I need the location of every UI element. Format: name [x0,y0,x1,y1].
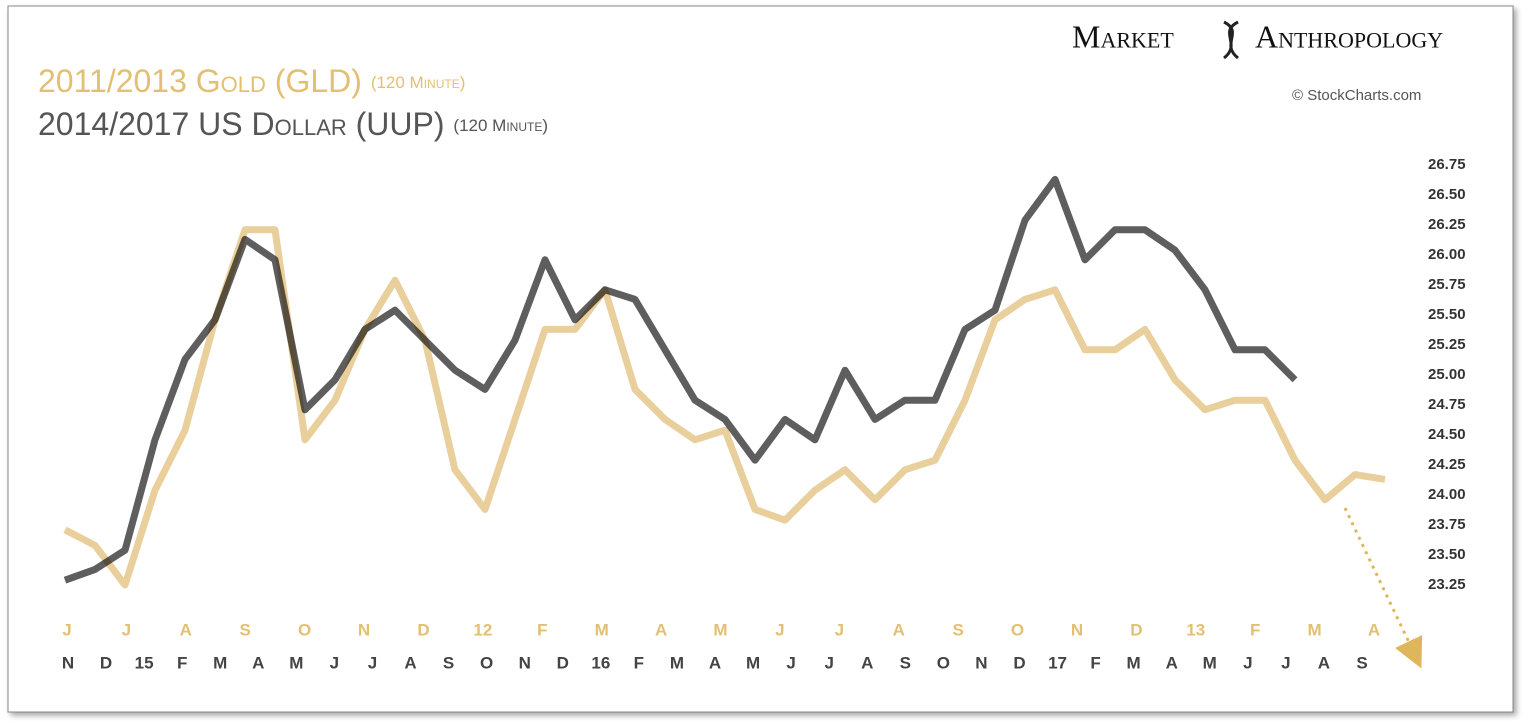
x-tick-label: A [1166,653,1178,672]
x-tick-label: 12 [473,620,492,639]
x-tick-label: M [1127,653,1141,672]
x-tick-label: F [177,653,187,672]
x-tick-label: A [893,620,905,639]
x-tick-label: N [975,653,987,672]
y-tick-label: 25.50 [1428,306,1466,323]
y-tick-label: 25.25 [1428,336,1466,353]
x-tick-label: M [289,653,303,672]
x-tick-label: M [213,653,227,672]
y-tick-label: 24.75 [1428,396,1466,413]
x-tick-label: O [937,653,950,672]
x-tick-label: D [1013,653,1025,672]
title-text: 2014/2017 US Dollar (UUP) [38,106,445,142]
x-tick-label: D [417,620,429,639]
y-tick-label: 23.75 [1428,516,1466,533]
title-text: 2011/2013 Gold (GLD) [38,63,362,99]
x-tick-label: J [122,620,131,639]
frame [7,5,1514,713]
x-tick-label: J [1243,653,1252,672]
x-tick-label: M [670,653,684,672]
x-tick-label: J [62,620,71,639]
title-note: (120 Minute) [453,116,548,135]
x-tick-label: A [655,620,667,639]
x-tick-label: D [100,653,112,672]
x-tick-label: F [1250,620,1260,639]
x-tick-label: N [358,620,370,639]
title: 2011/2013 Gold (GLD) (120 Minute) [38,63,465,99]
y-tick-label: 23.25 [1428,576,1466,593]
x-tick-label: M [1203,653,1217,672]
y-tick-label: 26.25 [1428,216,1466,233]
y-tick-label: 24.50 [1428,426,1466,443]
x-tick-label: M [713,620,727,639]
x-tick-label: O [480,653,493,672]
x-tick-label: S [1356,653,1367,672]
x-tick-label: S [900,653,911,672]
y-tick-label: 25.00 [1428,366,1466,383]
x-tick-label: F [537,620,547,639]
x-tick-label: S [240,620,251,639]
x-tick-label: 13 [1186,620,1205,639]
x-tick-label: J [786,653,795,672]
x-tick-label: J [1281,653,1290,672]
x-tick-label: A [861,653,873,672]
x-tick-label: O [1011,620,1024,639]
x-tick-label: 16 [591,653,610,672]
x-tick-label: S [443,653,454,672]
y-tick-label: 26.00 [1428,246,1466,263]
series-line [63,175,1298,584]
y-tick-label: 24.00 [1428,486,1466,503]
x-tick-label: A [1368,620,1380,639]
x-tick-label: S [952,620,963,639]
y-tick-label: 26.50 [1428,186,1466,203]
x-tick-label: A [252,653,264,672]
x-tick-label: J [368,653,377,672]
x-tick-label: A [709,653,721,672]
x-tick-label: F [634,653,644,672]
y-tick-label: 26.75 [1428,156,1466,173]
x-tick-label: M [1308,620,1322,639]
y-tick-label: 23.50 [1428,546,1466,563]
x-tick-label: A [404,653,416,672]
title-note: (120 Minute) [371,73,466,92]
x-tick-label: M [746,653,760,672]
x-tick-label: M [595,620,609,639]
x-tick-label: J [775,620,784,639]
x-tick-label: A [180,620,192,639]
x-tick-label: A [1318,653,1330,672]
x-tick-label: D [1130,620,1142,639]
x-tick-label: F [1090,653,1100,672]
x-tick-label: O [298,620,311,639]
x-tick-label: J [835,620,844,639]
x-tick-label: J [330,653,339,672]
y-tick-label: 24.25 [1428,456,1466,473]
projection-arrow [1343,507,1423,669]
title: 2014/2017 US Dollar (UUP) (120 Minute) [38,106,548,142]
x-tick-label: D [557,653,569,672]
x-tick-label: N [519,653,531,672]
x-tick-label: 15 [135,653,154,672]
y-tick-label: 25.75 [1428,276,1466,293]
brand-icon [1222,20,1240,60]
brand: Anthropology [1255,18,1443,54]
x-tick-label: 17 [1048,653,1067,672]
source: © StockCharts.com [1292,87,1421,104]
x-tick-label: N [1071,620,1083,639]
x-tick-label: J [824,653,833,672]
x-tick-label: N [62,653,74,672]
brand: Market [1072,18,1174,54]
